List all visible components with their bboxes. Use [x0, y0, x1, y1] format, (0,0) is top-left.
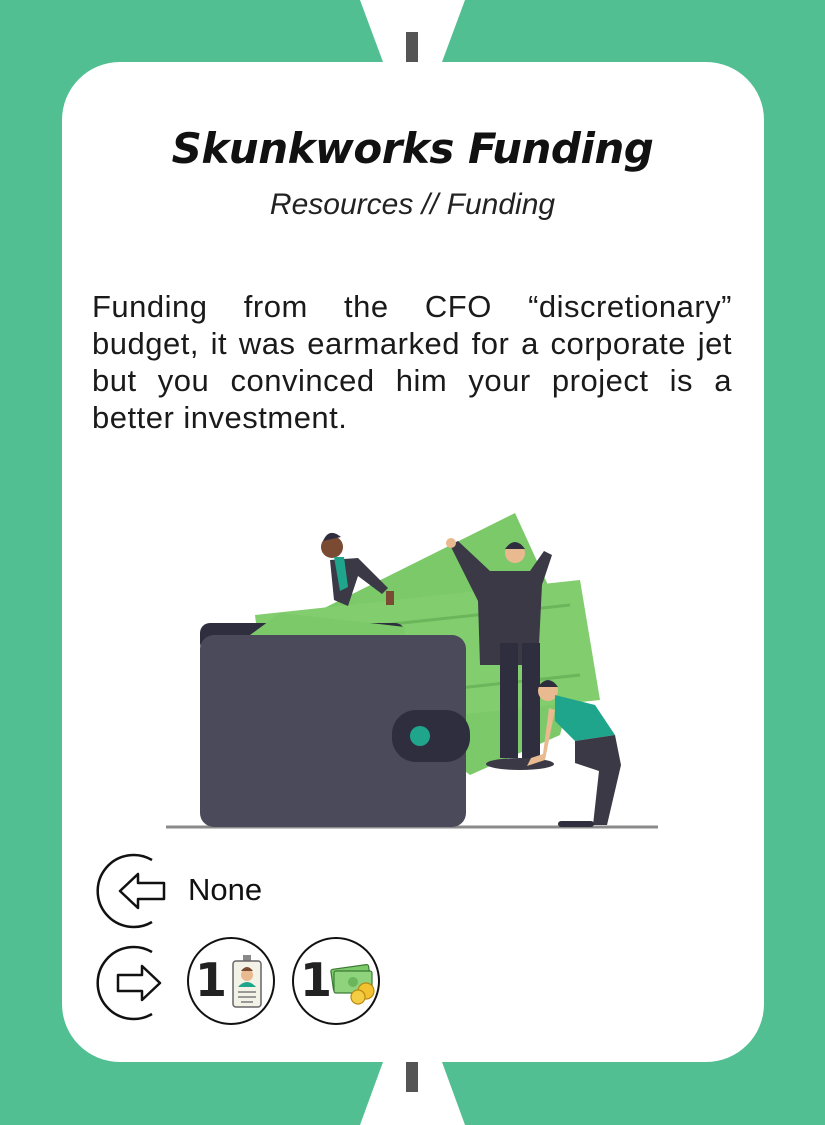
- output-badge-money: 1: [292, 937, 380, 1025]
- card-flavor-text: Funding from the CFO “discretionary” bud…: [92, 289, 732, 435]
- input-none-label: None: [188, 872, 263, 907]
- money-coins-icon: [330, 963, 375, 1005]
- card-title: Skunkworks Funding: [171, 124, 654, 173]
- output-count-money: 1: [300, 953, 333, 1007]
- output-count-id: 1: [195, 953, 228, 1007]
- arrow-out-icon: [96, 945, 162, 1021]
- card-body: [62, 62, 764, 1062]
- wallet-money-illustration: [166, 513, 658, 829]
- id-badge-icon: [232, 955, 262, 1008]
- card-subtitle: Resources // Funding: [269, 188, 556, 221]
- arrow-in-icon: [96, 853, 166, 929]
- output-badge-id: 1: [187, 937, 275, 1025]
